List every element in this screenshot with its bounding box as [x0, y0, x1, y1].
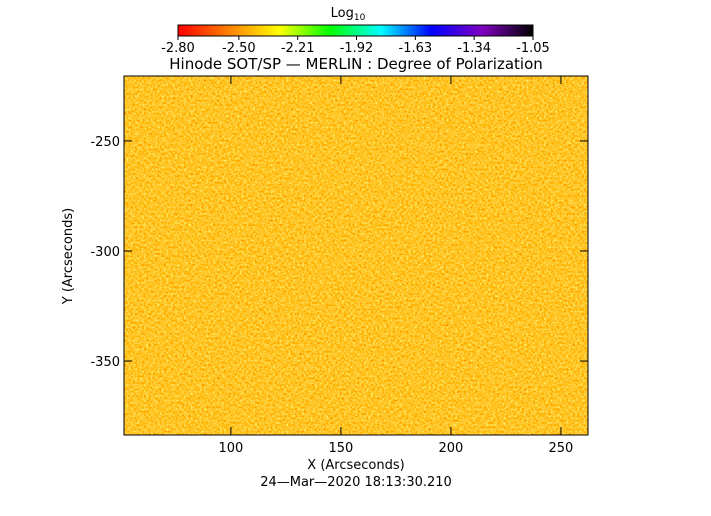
chart-title: Hinode SOT/SP — MERLIN : Degree of Polar… — [169, 55, 543, 73]
colorbar-tick-label: -1.92 — [340, 41, 374, 56]
colorbar — [177, 24, 534, 37]
polarization-map — [124, 76, 588, 435]
y-tick-label: -350 — [90, 355, 120, 370]
plot-frame — [123, 75, 589, 436]
colorbar-tick-label: -1.34 — [457, 41, 491, 56]
y-tick-label: -250 — [90, 135, 120, 150]
colorbar-tick-label: -1.63 — [399, 41, 433, 56]
colorbar-tick-label: -2.80 — [161, 41, 195, 56]
colorbar-tick-label: -1.05 — [516, 41, 550, 56]
footer-date: 24—Mar—2020 18:13:30.210 — [260, 475, 452, 490]
x-axis-label: X (Arcseconds) — [307, 458, 404, 473]
x-tick-label: 100 — [219, 441, 244, 456]
x-tick-label: 150 — [329, 441, 354, 456]
colorbar-label: Log10 — [331, 6, 366, 23]
x-tick-label: 200 — [439, 441, 464, 456]
colorbar-tick-label: -2.50 — [222, 41, 256, 56]
colorbar-tick-label: -2.21 — [281, 41, 315, 56]
y-axis-label: Y (Arcseconds) — [61, 208, 76, 305]
x-tick-label: 250 — [549, 441, 574, 456]
y-tick-label: -300 — [90, 245, 120, 260]
